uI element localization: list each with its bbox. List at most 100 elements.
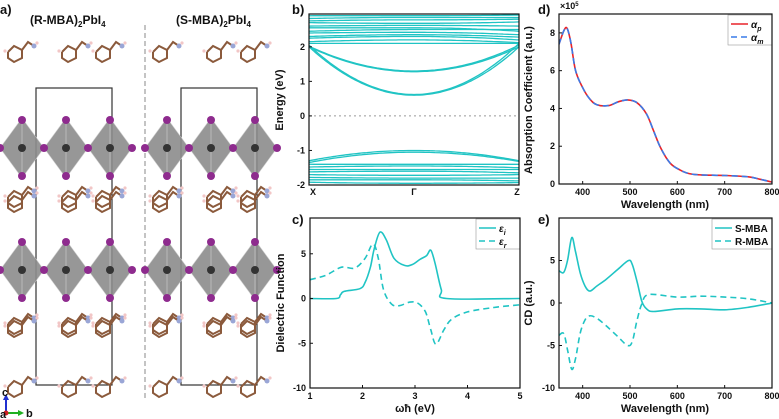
band-line <box>309 27 519 32</box>
legend-name: R-MBA <box>735 237 768 248</box>
nitrogen-atom <box>230 318 236 324</box>
y-axis-label: CD (a.u.) <box>523 280 535 326</box>
panel-a-label: a) <box>0 2 12 17</box>
lead-atom <box>62 266 70 274</box>
band-line <box>309 31 519 36</box>
benzene-ring <box>95 319 111 339</box>
legend-label: R-MBA <box>735 237 768 248</box>
hydrogen-atom <box>234 41 238 45</box>
lead-atom <box>207 144 215 152</box>
iodine-atom <box>229 266 237 274</box>
x-tick-label: 4 <box>465 391 470 401</box>
hydrogen-atom <box>123 191 127 195</box>
hydrogen-atom <box>234 191 238 195</box>
band-line <box>309 16 519 20</box>
benzene-ring <box>95 44 111 64</box>
x-tick-label: 5 <box>517 391 522 401</box>
x-tick-label: 500 <box>622 391 637 401</box>
hydrogen-atom <box>148 384 152 388</box>
hydrogen-atom <box>35 376 39 380</box>
a-axis-dot <box>3 410 9 416</box>
y-tick-label: -2 <box>297 180 305 190</box>
hydrogen-atom <box>57 384 61 388</box>
nitrogen-atom <box>264 188 270 194</box>
y-tick-label: 5 <box>550 256 555 266</box>
benzene-ring <box>240 379 256 399</box>
benzene-ring <box>7 44 23 64</box>
iodine-atom <box>229 144 237 152</box>
iodine-atom <box>163 294 171 302</box>
y-axis-label: Energy (eV) <box>274 69 286 130</box>
series-line-αp <box>559 26 772 183</box>
hydrogen-atom <box>180 191 184 195</box>
lead-atom <box>106 144 114 152</box>
lead-atom <box>163 266 171 274</box>
band-line <box>309 46 519 96</box>
iodine-atom <box>18 294 26 302</box>
band-line <box>309 151 519 164</box>
lead-atom <box>163 144 171 152</box>
nitrogen-atom <box>85 193 91 199</box>
hydrogen-atom <box>234 376 238 380</box>
legend-sub: p <box>756 26 762 33</box>
hydrogen-atom <box>236 324 240 328</box>
axis-a-label: a <box>0 409 7 419</box>
series-line-s-mba <box>559 236 772 313</box>
panel-b-label: b) <box>292 2 304 17</box>
nitrogen-atom <box>264 43 270 49</box>
iodine-atom <box>18 238 26 246</box>
iodine-atom <box>273 144 281 152</box>
nitrogen-atom <box>85 43 91 49</box>
band-line <box>309 24 519 27</box>
iodine-atom <box>62 294 70 302</box>
y-tick-label: 0 <box>550 298 555 308</box>
iodine-atom <box>40 144 48 152</box>
hydrogen-atom <box>91 49 95 53</box>
hydrogen-atom <box>202 194 206 198</box>
hydrogen-atom <box>35 41 39 45</box>
hydrogen-atom <box>35 316 39 320</box>
hydrogen-atom <box>123 41 127 45</box>
nitrogen-atom <box>119 188 125 194</box>
hydrogen-atom <box>148 194 152 198</box>
nitrogen-atom <box>119 193 125 199</box>
series-line-r-mba <box>559 293 772 371</box>
hydrogen-atom <box>148 321 152 325</box>
iodine-atom <box>106 116 114 124</box>
hydrogen-atom <box>91 199 95 203</box>
panel-e-label: e) <box>538 212 550 227</box>
nitrogen-atom <box>264 378 270 384</box>
x-tick-label: X <box>310 187 316 197</box>
plot-frame <box>308 13 520 186</box>
hydrogen-atom <box>123 313 127 317</box>
iodine-atom <box>18 172 26 180</box>
hydrogen-atom <box>91 324 95 328</box>
iodine-atom <box>163 172 171 180</box>
benzene-ring <box>61 194 77 214</box>
benzene-ring <box>95 379 111 399</box>
band-line <box>309 18 519 22</box>
multiplier-base: ×10 <box>560 1 575 11</box>
hydrogen-atom <box>89 191 93 195</box>
iodine-atom <box>62 238 70 246</box>
hydrogen-atom <box>3 324 7 328</box>
x-axis-label: ωħ (eV) <box>395 403 435 415</box>
y-axis-label: Absorption Coefficient (a.u.) <box>523 26 535 174</box>
axis-c-label: c <box>2 387 8 399</box>
nitrogen-atom <box>85 188 91 194</box>
benzene-ring <box>206 319 222 339</box>
hydrogen-atom <box>236 384 240 388</box>
band-line <box>309 39 519 44</box>
hydrogen-atom <box>268 376 272 380</box>
hydrogen-atom <box>57 194 61 198</box>
x-tick-label: 2 <box>360 391 365 401</box>
iodine-atom <box>185 266 193 274</box>
lead-atom <box>62 144 70 152</box>
hydrogen-atom <box>202 321 206 325</box>
iodine-atom <box>251 238 259 246</box>
legend-name: α <box>751 20 758 31</box>
c-axis-arrowhead-icon <box>3 394 9 400</box>
hydrogen-atom <box>236 199 240 203</box>
